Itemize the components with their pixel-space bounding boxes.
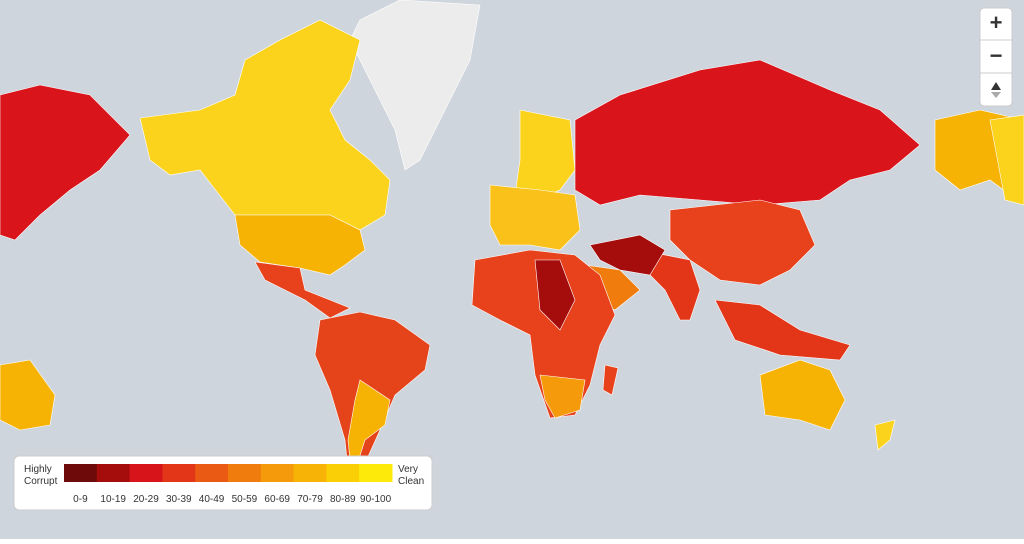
countries [0,0,1024,491]
legend-scale: 0-9 10-19 20-29 30-39 40-49 50-59 60-69 70-79 80… [64,464,393,505]
legend-range-label: 50-59 [232,494,258,505]
legend-swatch [129,464,163,482]
legend-swatch [260,464,295,482]
compass-north[interactable] [991,82,1001,90]
legend-high-label: Clean [398,476,424,487]
middle-east-east [589,234,666,276]
legend-range-label: 70-79 [297,494,323,505]
southern-africa [539,374,586,419]
southeast-asia [714,299,851,361]
india [639,249,701,321]
zoom-out-button[interactable]: − [990,43,1003,68]
usa [234,214,366,276]
scandinavia [514,109,576,201]
australia [759,359,846,431]
zoom-control [979,7,1013,107]
legend-range-label: 30-39 [166,494,192,505]
zoom-in-button[interactable]: + [990,10,1003,35]
legend-range-label: 0-9 [73,494,88,505]
legend-high-label: Very [398,464,418,475]
libya-sudan [534,259,576,331]
legend-range-label: 40-49 [199,494,225,505]
legend-swatch [293,464,327,482]
legend-low-label: Highly [24,464,52,475]
new-zealand [874,419,896,451]
canada-alaska [139,19,391,231]
legend-range-label: 20-29 [133,494,159,505]
legend-range-label: 90-100 [360,494,392,505]
australia-west-wrap [0,359,56,431]
legend-low-label: Corrupt [24,476,58,487]
africa [471,249,616,419]
legend-swatch [195,464,229,482]
legend-swatch [162,464,196,482]
canada-east-wrap [989,114,1024,206]
legend-swatch [64,464,98,482]
legend-range-label: 80-89 [330,494,356,505]
legend-range-label: 10-19 [100,494,126,505]
legend-swatch [96,464,131,482]
europe [489,184,581,251]
russia [574,59,921,206]
legend-swatch [228,464,262,482]
russia-west-wrap [0,84,131,241]
legend-swatch [326,464,360,482]
legend-range-label: 60-69 [264,494,290,505]
greenland [349,0,481,171]
compass-south [991,92,1001,98]
mexico-central-america [254,261,351,319]
legend-swatch [359,464,393,482]
china [669,199,816,286]
madagascar [602,364,619,396]
